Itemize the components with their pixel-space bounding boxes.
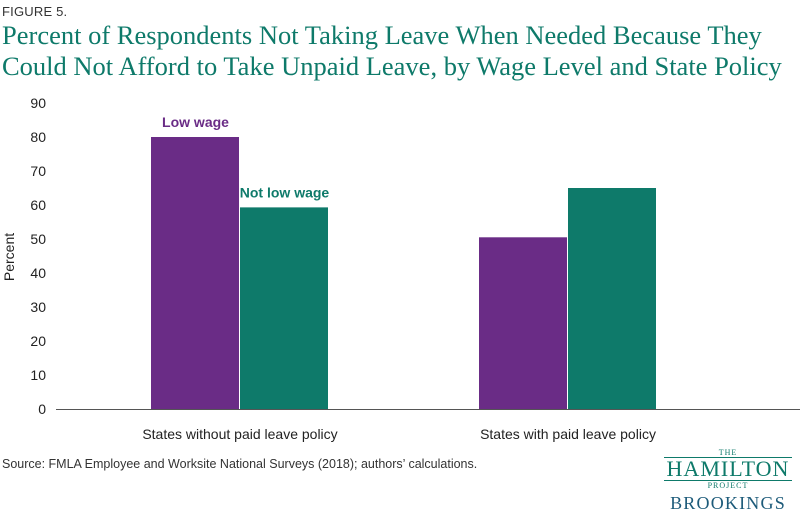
y-tick-label: 70 <box>30 163 46 179</box>
bar-0-0 <box>151 137 239 409</box>
series-label: Low wage <box>162 114 229 130</box>
y-axis: 0 10 20 30 40 50 60 70 80 90 <box>30 95 46 417</box>
chart-title: Percent of Respondents Not Taking Leave … <box>2 20 782 81</box>
figure-label: FIGURE 5. <box>2 4 68 19</box>
bars <box>151 137 656 409</box>
bar-1-0 <box>479 237 567 409</box>
y-axis-label: Percent <box>1 233 17 281</box>
y-tick-label: 90 <box>30 95 46 111</box>
x-tick-label: States with paid leave policy <box>480 426 656 442</box>
y-tick-label: 20 <box>30 333 46 349</box>
logo-brookings: BROOKINGS <box>670 493 786 513</box>
logo-project: PROJECT <box>707 481 749 490</box>
bar-0-1 <box>240 207 328 409</box>
hamilton-brookings-logo: THE HAMILTON PROJECT BROOKINGS <box>660 448 796 518</box>
bar-1-1 <box>568 188 656 409</box>
x-axis: States without paid leave policy States w… <box>142 426 656 442</box>
source-note: Source: FMLA Employee and Worksite Natio… <box>2 457 478 471</box>
y-tick-label: 50 <box>30 231 46 247</box>
series-labels: Low wage Not low wage <box>162 114 329 200</box>
y-tick-label: 0 <box>38 401 46 417</box>
y-tick-label: 60 <box>30 197 46 213</box>
y-tick-label: 40 <box>30 265 46 281</box>
x-tick-label: States without paid leave policy <box>142 426 337 442</box>
y-tick-label: 30 <box>30 299 46 315</box>
y-tick-label: 10 <box>30 367 46 383</box>
logo-the: THE <box>718 448 738 457</box>
series-label: Not low wage <box>240 184 330 200</box>
y-tick-label: 80 <box>30 129 46 145</box>
logo-hamilton: HAMILTON <box>664 457 792 481</box>
